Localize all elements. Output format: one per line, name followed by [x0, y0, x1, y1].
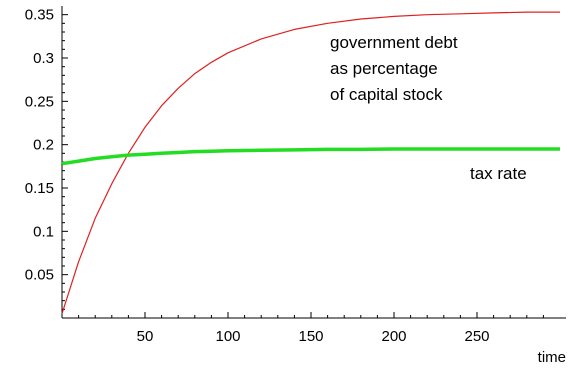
series-group: [61, 11, 560, 314]
debt-annotation-line-2: as percentage: [330, 59, 438, 78]
x-axis-label: time: [538, 349, 566, 366]
y-tick-label: 0.05: [25, 267, 54, 284]
x-tick-label: 200: [381, 328, 406, 345]
y-tick-label: 0.25: [25, 93, 54, 110]
x-axis-ticks: 50 100 150 200 250: [78, 312, 544, 345]
x-tick-label: 50: [137, 328, 154, 345]
x-tick-label: 150: [298, 328, 323, 345]
y-tick-label: 0.3: [33, 50, 54, 67]
debt-annotation-line-1: government debt: [330, 33, 458, 52]
government-debt-line: [61, 11, 560, 314]
tax-rate-annotation: tax rate: [470, 164, 527, 183]
x-tick-label: 100: [215, 328, 240, 345]
x-tick-label: 250: [464, 328, 489, 345]
y-tick-label: 0.35: [25, 7, 54, 24]
debt-annotation-line-3: of capital stock: [330, 85, 443, 104]
y-tick-label: 0.15: [25, 180, 54, 197]
tax-rate-line: [61, 147, 560, 166]
y-tick-label: 0.2: [33, 137, 54, 154]
y-tick-label: 0.1: [33, 223, 54, 240]
